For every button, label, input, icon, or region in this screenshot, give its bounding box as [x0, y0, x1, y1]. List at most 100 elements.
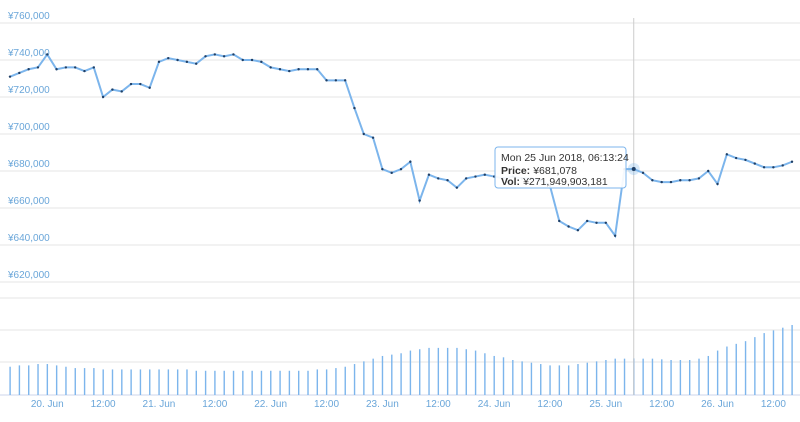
- volume-bar: [614, 358, 616, 395]
- price-point: [241, 58, 244, 62]
- volume-bar: [232, 370, 235, 395]
- price-point: [641, 171, 645, 175]
- price-point: [753, 162, 756, 165]
- volume-bar: [744, 341, 747, 395]
- price-point: [381, 167, 384, 171]
- volume-bar: [521, 361, 523, 395]
- y-tick-label: ¥640,000: [7, 233, 50, 244]
- x-tick-label: 23. Jun: [366, 399, 399, 410]
- volume-bar: [642, 358, 644, 395]
- volume-bar: [791, 325, 793, 395]
- volume-bar: [242, 370, 244, 395]
- price-point: [92, 66, 95, 69]
- price-point: [288, 69, 291, 73]
- volume-bar: [55, 365, 58, 395]
- volume-bar: [577, 364, 579, 395]
- price-point: [567, 225, 570, 228]
- tooltip-row-label: Price:: [501, 165, 530, 177]
- volume-bar: [688, 360, 691, 395]
- volume-bar: [409, 350, 412, 395]
- price-point: [353, 106, 356, 110]
- price-point: [604, 221, 608, 224]
- volume-bar: [363, 361, 365, 395]
- volume-bar: [93, 368, 95, 395]
- volume-bar: [428, 347, 430, 395]
- volume-bar: [735, 343, 737, 395]
- price-point: [27, 68, 30, 71]
- price-point: [725, 153, 729, 156]
- volume-bar: [530, 362, 533, 395]
- price-point: [576, 229, 580, 232]
- volume-bar: [325, 369, 328, 395]
- price-point: [278, 68, 282, 71]
- price-point: [399, 167, 403, 171]
- volume-bar: [782, 327, 784, 395]
- price-point: [455, 186, 459, 189]
- volume-bar: [139, 369, 142, 395]
- volume-bar: [186, 369, 188, 395]
- volume-bar: [167, 369, 170, 395]
- price-point: [362, 132, 365, 136]
- price-point: [148, 86, 151, 89]
- volume-bar: [400, 353, 402, 395]
- price-point: [762, 166, 766, 169]
- price-point: [558, 219, 561, 223]
- price-point: [55, 68, 58, 71]
- volume-bar: [772, 330, 775, 395]
- volume-bar: [586, 362, 588, 395]
- price-point: [139, 82, 142, 86]
- price-point: [427, 173, 431, 176]
- x-tick-label: 21. Jun: [143, 399, 176, 410]
- volume-bar: [260, 370, 263, 395]
- price-point: [651, 179, 654, 182]
- y-tick-label: ¥760,000: [7, 11, 50, 22]
- price-point: [781, 164, 784, 167]
- price-point: [744, 158, 747, 162]
- x-tick-label: 12:00: [761, 399, 786, 410]
- volume-bar: [465, 349, 467, 395]
- price-point: [790, 160, 794, 163]
- price-point: [129, 82, 133, 86]
- volume-bar: [9, 366, 11, 395]
- volume-bar: [37, 364, 39, 395]
- tooltip-row: Vol: ¥271,949,903,181: [501, 176, 608, 188]
- volume-bar: [419, 349, 421, 395]
- price-point: [474, 175, 477, 178]
- price-point: [688, 179, 691, 182]
- volume-bar: [83, 368, 86, 395]
- x-tick-label: 12:00: [91, 399, 116, 410]
- volume-bar: [46, 364, 49, 395]
- price-point: [613, 234, 617, 237]
- price-point: [334, 79, 338, 82]
- price-point: [316, 68, 319, 71]
- price-point: [418, 199, 421, 202]
- price-line: [9, 52, 793, 239]
- price-point: [409, 160, 412, 163]
- volume-bar: [74, 368, 76, 395]
- volume-bar: [102, 369, 104, 395]
- volume-bar: [540, 364, 542, 395]
- tooltip-row-label: Vol:: [501, 176, 520, 188]
- volume-bar: [651, 358, 654, 395]
- price-point: [697, 177, 701, 180]
- x-tick-label: 26. Jun: [701, 399, 734, 410]
- volume-bar: [456, 347, 458, 395]
- price-point: [204, 55, 207, 58]
- price-point: [437, 177, 440, 180]
- price-point: [185, 60, 189, 64]
- volume-bar: [372, 358, 374, 395]
- volume-bar: [214, 370, 216, 395]
- x-tick-label: 12:00: [314, 399, 339, 410]
- volume-bar: [344, 366, 346, 395]
- volume-bar: [130, 369, 132, 395]
- price-point: [585, 219, 589, 223]
- y-tick-label: ¥700,000: [7, 122, 50, 133]
- x-tick-label: 12:00: [426, 399, 451, 410]
- price-point: [18, 71, 21, 75]
- price-point: [772, 166, 775, 169]
- price-point: [36, 66, 40, 69]
- x-tick-label: 12:00: [202, 399, 227, 410]
- price-point: [213, 53, 217, 56]
- price-point: [260, 60, 263, 64]
